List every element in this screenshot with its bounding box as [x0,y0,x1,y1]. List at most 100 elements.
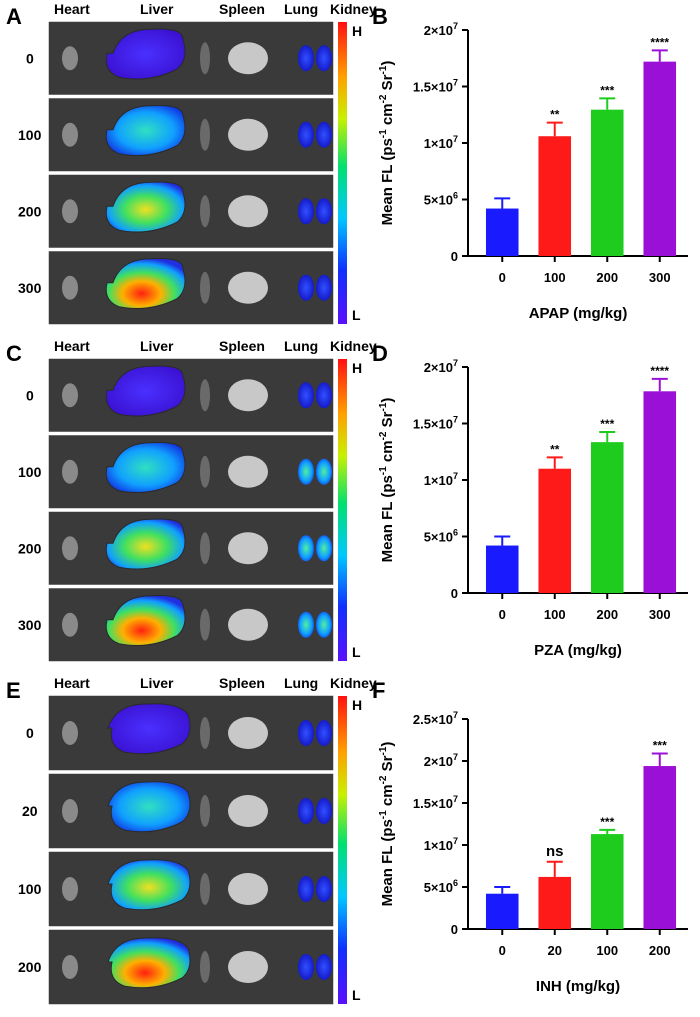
significance-label: *** [600,83,614,97]
x-axis-title: INH (mg/kg) [536,978,620,995]
spleen-organ [200,951,210,983]
kidney-organ [298,458,314,485]
organ-image-panel-e: E Heart Liver Spleen Lung Kidney 0 20 100 200 H L [6,675,377,1006]
significance-label: *** [600,417,614,431]
significance-label: ** [550,442,560,456]
organ-label-heart: Heart [54,675,90,691]
lung-organ [228,532,268,565]
dose-label: 200 [18,203,42,219]
heart-organ [62,275,78,300]
kidney-organ [316,720,332,746]
dose-label: 0 [26,387,34,403]
lung-organ [228,195,268,228]
bar-0 [485,893,519,929]
bar-200 [590,109,624,256]
color-scale-bar [338,696,347,1004]
heart-organ [62,122,78,147]
x-tick-label: 300 [649,607,671,622]
dose-label: 300 [18,617,42,633]
kidney-organ [316,611,332,638]
lung-organ [228,42,268,75]
lung-organ [228,795,268,827]
y-axis-title: Mean FL (ps-1 cm-2 Sr-1) [378,398,396,563]
significance-label: *** [653,738,667,752]
kidney-organ [298,611,314,638]
organ-label-kidney: Kidney [330,1,377,17]
x-tick-label: 200 [596,607,618,622]
bar-chart-b: B 0 5×106 1×107 1.5×107 2×107 0 ** 100 *** 200 ****… [372,4,688,322]
kidney-organ [316,45,332,72]
significance-label: *** [600,815,614,829]
heart-organ [62,612,78,637]
kidney-organ [316,798,332,824]
kidney-organ [316,876,332,902]
y-axis-title: Mean FL (ps-1 cm-2 Sr-1) [378,742,396,907]
spleen-organ [200,455,210,488]
organ-label-liver: Liver [140,338,174,354]
bar-0 [485,208,519,256]
organ-photo-row [47,586,335,663]
kidney-organ [316,121,332,148]
bar-chart-f: F 0 5×106 1×107 1.5×107 2×107 2.5×107 0 ns 20 *** 1… [372,678,688,995]
dose-label: 0 [26,725,34,741]
bar-200 [590,442,624,593]
heart-organ [62,721,78,745]
kidney-organ [316,535,332,562]
x-tick-label: 100 [544,607,566,622]
spleen-organ [200,608,210,641]
bar-100 [590,834,624,929]
lung-organ [228,717,268,749]
organ-photo-row [47,694,335,772]
kidney-organ [298,798,314,824]
y-tick-label: 2×107 [424,752,458,769]
x-tick-label: 200 [596,270,618,285]
scale-high-label: H [352,360,362,376]
kidney-organ [298,121,314,148]
liver-organ [105,441,186,493]
x-axis-title: PZA (mg/kg) [534,642,622,659]
organ-photo-row [47,20,335,97]
lung-organ [228,951,268,983]
scale-low-label: L [352,644,361,660]
y-tick-label: 5×106 [424,528,458,545]
kidney-organ [298,274,314,301]
panel-letter: B [372,4,388,29]
organ-label-kidney: Kidney [330,338,377,354]
panel-letter: A [6,4,22,29]
spleen-organ [200,379,210,412]
lung-organ [228,608,268,641]
dose-label: 200 [18,959,42,975]
organ-label-lung: Lung [284,675,318,691]
bar-20 [538,876,572,929]
organ-photo-row [47,249,335,326]
scale-low-label: L [352,987,361,1003]
liver-organ [105,181,186,233]
x-tick-label: 0 [499,607,506,622]
significance-label: **** [650,364,669,378]
organ-label-spleen: Spleen [219,338,265,354]
spleen-organ [200,42,210,75]
x-tick-label: 100 [596,943,618,958]
dose-label: 100 [18,464,42,480]
x-tick-label: 300 [649,270,671,285]
y-tick-label: 1×107 [424,836,458,853]
organ-photo-row [47,928,335,1006]
bar-100 [538,136,572,256]
panel-letter: E [6,678,21,703]
organ-photo-row [47,173,335,250]
organ-photo-row [47,433,335,510]
heart-organ [62,955,78,979]
bar-100 [538,468,572,593]
heart-organ [62,199,78,224]
lung-organ [228,379,268,412]
scale-high-label: H [352,697,362,713]
y-axis-title: Mean FL (ps-1 cm-2 Sr-1) [378,61,396,226]
bar-0 [485,545,519,593]
kidney-organ [298,954,314,980]
kidney-organ [316,274,332,301]
heart-organ [62,536,78,561]
organ-label-lung: Lung [284,338,318,354]
kidney-organ [316,198,332,225]
x-tick-label: 0 [499,270,506,285]
